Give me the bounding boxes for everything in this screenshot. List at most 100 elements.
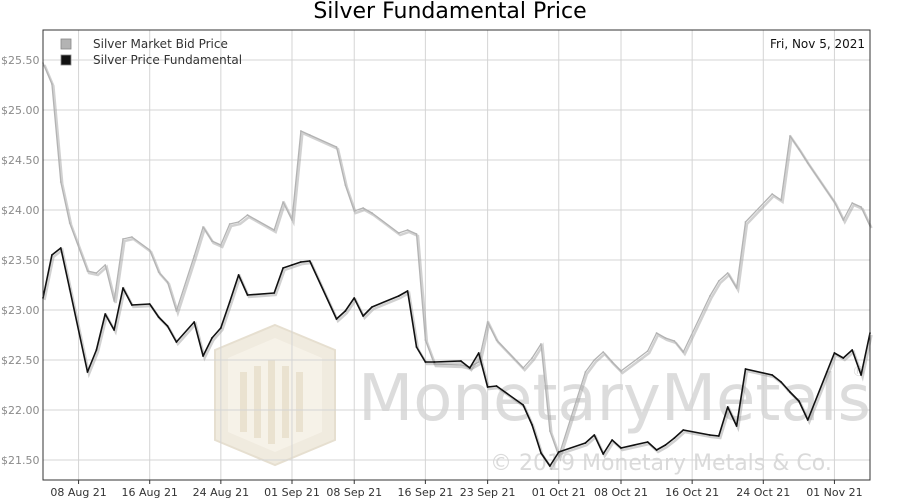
data-point: [202, 355, 204, 357]
data-point: [495, 339, 498, 341]
data-point: [682, 429, 685, 431]
data-point: [842, 357, 845, 359]
data-point: [122, 287, 124, 289]
data-point: [353, 210, 356, 212]
data-point: [406, 229, 409, 231]
x-tick-label: 24 Oct 21: [736, 486, 790, 499]
data-point: [433, 363, 436, 365]
data-point: [344, 184, 347, 186]
data-point: [95, 272, 98, 274]
data-point: [860, 206, 863, 208]
data-point: [744, 221, 747, 223]
data-point: [113, 329, 116, 331]
data-point: [655, 449, 658, 451]
data-point: [202, 226, 204, 228]
data-point: [495, 385, 498, 387]
x-tick-label: 16 Aug 21: [121, 486, 177, 499]
data-point: [797, 148, 800, 150]
data-point: [771, 193, 774, 195]
watermark-logo-icon: [214, 323, 336, 467]
data-point: [371, 212, 373, 214]
data-point: [460, 360, 462, 362]
series-points: [42, 247, 871, 467]
data-point: [193, 321, 196, 323]
data-point: [237, 274, 240, 276]
data-point: [486, 386, 489, 388]
y-tick-label: $21.50: [1, 454, 40, 467]
data-point: [95, 349, 98, 351]
data-point: [548, 430, 551, 432]
y-tick-label: $24.00: [1, 204, 40, 217]
data-point: [780, 199, 782, 201]
data-point: [415, 346, 418, 348]
data-point: [593, 434, 596, 436]
data-point: [709, 295, 711, 297]
x-tick-label: 08 Oct 21: [594, 486, 648, 499]
data-point: [131, 236, 133, 238]
data-point: [664, 337, 667, 339]
data-point: [308, 134, 311, 136]
data-point: [68, 222, 71, 224]
data-point: [673, 437, 676, 439]
data-point: [842, 219, 845, 221]
data-point: [415, 233, 418, 235]
data-point: [531, 424, 533, 426]
data-point: [122, 238, 124, 240]
legend-label: Silver Market Bid Price: [93, 37, 228, 51]
data-point: [460, 364, 462, 366]
data-point: [726, 272, 729, 274]
x-tick-label: 23 Sep 21: [460, 486, 516, 499]
data-point: [273, 292, 276, 294]
x-tick-label: 01 Nov 21: [806, 486, 862, 499]
y-tick-label: $24.50: [1, 154, 40, 167]
data-point: [593, 359, 596, 361]
data-point: [59, 181, 62, 183]
data-point: [584, 371, 587, 373]
data-point: [477, 352, 480, 354]
legend-swatch: [60, 38, 72, 50]
data-point: [166, 281, 169, 283]
data-point: [148, 303, 151, 305]
data-point: [397, 295, 400, 297]
data-point: [131, 304, 133, 306]
data-point: [477, 361, 480, 363]
axes: $21.50 $22.00 $22.50 $23.00 $23.50 $24.00 $24.…: [1, 54, 863, 499]
data-point: [237, 221, 240, 223]
data-point: [557, 455, 560, 457]
chart-title: Silver Fundamental Price: [313, 0, 586, 24]
data-point: [540, 343, 542, 345]
data-point: [228, 223, 231, 225]
data-point: [682, 351, 685, 353]
y-tick-label: $25.50: [1, 54, 40, 67]
data-point: [344, 310, 347, 312]
data-point: [175, 310, 178, 312]
data-point: [157, 316, 160, 318]
grid: [43, 30, 870, 480]
data-point: [308, 260, 311, 262]
data-point: [620, 370, 622, 372]
data-point: [531, 357, 533, 359]
data-point: [557, 451, 560, 453]
data-point: [335, 318, 338, 320]
data-point: [371, 306, 373, 308]
data-point: [433, 361, 436, 363]
data-point: [673, 340, 676, 342]
data-point: [424, 339, 427, 341]
x-tick-label: 08 Sep 21: [326, 486, 382, 499]
data-point: [522, 367, 525, 369]
y-tick-label: $23.00: [1, 304, 40, 317]
data-point: [291, 219, 293, 221]
data-point: [219, 327, 222, 329]
data-point: [717, 280, 720, 282]
data-point: [50, 83, 53, 85]
data-point: [113, 300, 116, 302]
data-point: [655, 332, 658, 334]
y-tick-label: $23.50: [1, 254, 40, 267]
data-point: [797, 400, 800, 402]
data-point: [291, 264, 293, 266]
data-point: [620, 447, 622, 449]
data-point: [611, 439, 614, 441]
data-point: [833, 352, 836, 354]
data-point: [68, 288, 71, 290]
